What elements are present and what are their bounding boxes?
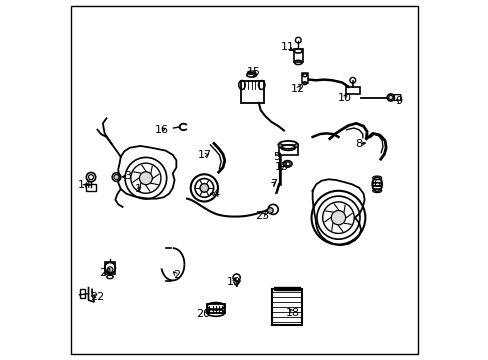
Text: 13: 13 (275, 162, 288, 172)
Bar (274, 287, 300, 291)
Text: 16: 16 (155, 125, 169, 135)
Circle shape (267, 208, 273, 213)
Text: 9: 9 (394, 96, 402, 106)
Text: 21: 21 (99, 268, 113, 278)
Bar (80, 289, 85, 298)
Text: 22: 22 (90, 292, 104, 302)
Text: 1: 1 (135, 184, 142, 194)
Text: 23: 23 (255, 211, 269, 221)
Bar (278, 145, 298, 155)
Bar (345, 87, 359, 94)
Text: 14: 14 (78, 180, 92, 190)
Text: 2: 2 (172, 270, 180, 280)
Text: 10: 10 (337, 93, 351, 103)
Circle shape (388, 95, 392, 100)
Text: 7: 7 (269, 179, 276, 189)
Text: 3: 3 (124, 171, 131, 181)
Text: 11: 11 (280, 42, 294, 52)
Text: 12: 12 (291, 84, 305, 94)
Text: 5: 5 (273, 152, 280, 162)
Text: 4: 4 (212, 189, 219, 199)
Circle shape (107, 267, 113, 273)
Bar (86, 184, 96, 191)
Circle shape (200, 184, 208, 192)
Circle shape (294, 144, 298, 147)
Circle shape (114, 175, 119, 180)
Text: 8: 8 (355, 139, 362, 149)
Text: 15: 15 (246, 67, 260, 77)
Circle shape (139, 172, 152, 185)
Bar (104, 262, 115, 274)
Text: 6: 6 (373, 179, 380, 189)
Bar (272, 289, 301, 325)
Bar (293, 49, 302, 62)
Text: 17: 17 (198, 150, 212, 160)
Bar (301, 73, 307, 83)
Text: 19: 19 (226, 277, 240, 287)
Text: 20: 20 (196, 310, 210, 319)
Circle shape (278, 144, 282, 147)
Circle shape (330, 211, 345, 225)
Text: 18: 18 (285, 308, 299, 318)
Bar (206, 304, 224, 313)
Bar (241, 81, 264, 103)
